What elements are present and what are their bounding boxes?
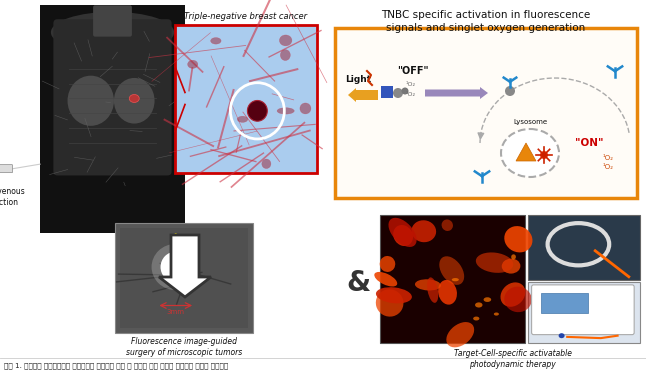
Ellipse shape [211,38,221,44]
FancyBboxPatch shape [528,215,640,280]
Ellipse shape [439,256,464,285]
Ellipse shape [393,88,403,98]
Ellipse shape [300,103,311,114]
Ellipse shape [237,116,247,123]
Text: ¹O₂: ¹O₂ [406,92,416,97]
Ellipse shape [380,256,395,272]
Text: "OFF": "OFF" [397,66,429,76]
Ellipse shape [446,322,474,347]
Ellipse shape [68,76,114,126]
FancyBboxPatch shape [175,25,317,173]
Ellipse shape [247,101,267,121]
Ellipse shape [501,129,559,177]
Ellipse shape [427,277,438,303]
FancyArrow shape [348,88,378,102]
Ellipse shape [129,95,140,103]
Text: ¹O₂: ¹O₂ [603,155,614,161]
FancyBboxPatch shape [93,5,132,37]
Ellipse shape [393,225,413,246]
Text: Light: Light [345,75,371,84]
FancyBboxPatch shape [532,285,634,335]
Ellipse shape [374,272,397,287]
Ellipse shape [152,244,200,290]
Ellipse shape [540,151,548,159]
Ellipse shape [412,220,436,242]
Ellipse shape [476,253,514,273]
Text: Fluorescence image-guided
surgery of microscopic tumors: Fluorescence image-guided surgery of mic… [126,337,242,357]
Ellipse shape [376,289,404,317]
Ellipse shape [559,333,565,338]
Ellipse shape [473,317,479,320]
FancyBboxPatch shape [120,228,248,328]
Text: Intravenous
injection: Intravenous injection [0,187,25,207]
Ellipse shape [505,226,532,253]
Ellipse shape [161,251,191,282]
Text: TNBC specific activation in fluorescence
signals and singlet oxygen generation: TNBC specific activation in fluorescence… [381,10,590,33]
Ellipse shape [376,287,412,303]
Ellipse shape [438,280,457,305]
Ellipse shape [452,278,459,281]
FancyBboxPatch shape [115,223,253,333]
Text: "ON": "ON" [575,138,603,148]
FancyBboxPatch shape [541,293,589,313]
Ellipse shape [511,254,516,259]
Ellipse shape [262,159,271,169]
FancyBboxPatch shape [381,86,393,98]
Polygon shape [516,143,536,161]
Text: Target-Cell-specific activatable
photodynamic therapy: Target-Cell-specific activatable photody… [453,349,572,369]
Ellipse shape [484,297,491,302]
FancyBboxPatch shape [528,282,640,343]
Ellipse shape [114,78,154,124]
Text: &: & [346,269,370,297]
Ellipse shape [402,87,408,95]
Ellipse shape [505,287,532,312]
FancyBboxPatch shape [335,28,637,198]
FancyBboxPatch shape [380,215,525,343]
FancyArrow shape [159,235,211,297]
Ellipse shape [280,50,290,61]
Ellipse shape [187,60,198,68]
Ellipse shape [502,259,521,274]
Ellipse shape [51,12,174,53]
Text: Triple-negative breast cancer: Triple-negative breast cancer [185,12,307,21]
FancyBboxPatch shape [54,19,172,175]
Ellipse shape [280,35,292,46]
Ellipse shape [501,282,525,307]
Ellipse shape [494,313,499,316]
Ellipse shape [475,302,483,308]
Ellipse shape [277,108,294,114]
Text: ¹O₂: ¹O₂ [406,83,416,87]
FancyArrow shape [425,87,488,99]
FancyBboxPatch shape [40,5,185,233]
FancyBboxPatch shape [0,165,12,173]
Ellipse shape [415,279,441,290]
Text: ¹O₂: ¹O₂ [603,164,614,170]
Text: 그림 1. 삼중음성 유방암에서만 특이적으로 형광신호 생성 및 광역학 치료 효과가 나타나는 활성형 쎄라그노: 그림 1. 삼중음성 유방암에서만 특이적으로 형광신호 생성 및 광역학 치료… [4,362,228,369]
Ellipse shape [442,219,453,231]
Text: Lysosome: Lysosome [513,119,547,125]
Text: 3mm: 3mm [167,310,185,316]
Ellipse shape [505,86,515,96]
Ellipse shape [388,218,417,247]
